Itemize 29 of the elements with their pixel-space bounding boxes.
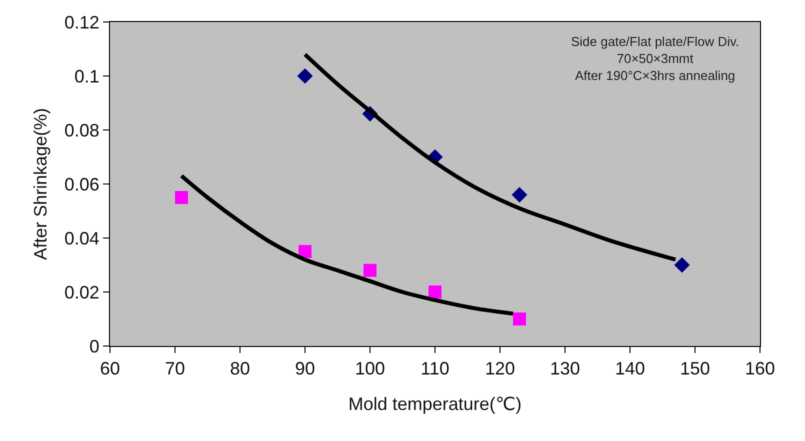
y-axis-title: After Shrinkage(%): [30, 108, 51, 260]
y-tick-label: 0: [89, 336, 100, 356]
y-tick-label: 0.08: [64, 120, 100, 140]
point: [175, 191, 188, 204]
annotation: Side gate/Flat plate/Flow Div. 70×50×3mmt After 190°C×3hrs annealing: [571, 34, 740, 83]
x-axis-title: Mold temperature(℃): [348, 394, 522, 414]
y-tick-label: 0.02: [64, 282, 100, 302]
x-tick-label: 80: [230, 358, 250, 379]
y-tick-label: 0.06: [64, 174, 100, 194]
x-tick-label: 70: [164, 358, 186, 379]
x-tick-label: 90: [294, 358, 316, 379]
point: [298, 245, 312, 258]
y-tick-label: 0.04: [64, 228, 100, 248]
x-tick-label: 100: [354, 358, 386, 379]
x-tick-label: 110: [420, 358, 450, 379]
point: [364, 264, 376, 277]
point: [297, 68, 313, 84]
y-tick-label: 0.12: [64, 12, 100, 32]
x-tick-label: 160: [744, 358, 776, 379]
point: [513, 312, 526, 326]
x-tick-label: 60: [100, 358, 120, 379]
y-tick-label: 0.1: [74, 66, 100, 86]
x-tick-label: 150: [680, 358, 710, 379]
point: [428, 286, 442, 298]
x-tick-label: 120: [484, 358, 516, 379]
x-tick-label: 130: [550, 358, 580, 379]
x-tick-label: 140: [614, 358, 646, 379]
point: [674, 257, 690, 273]
point: [512, 187, 528, 203]
